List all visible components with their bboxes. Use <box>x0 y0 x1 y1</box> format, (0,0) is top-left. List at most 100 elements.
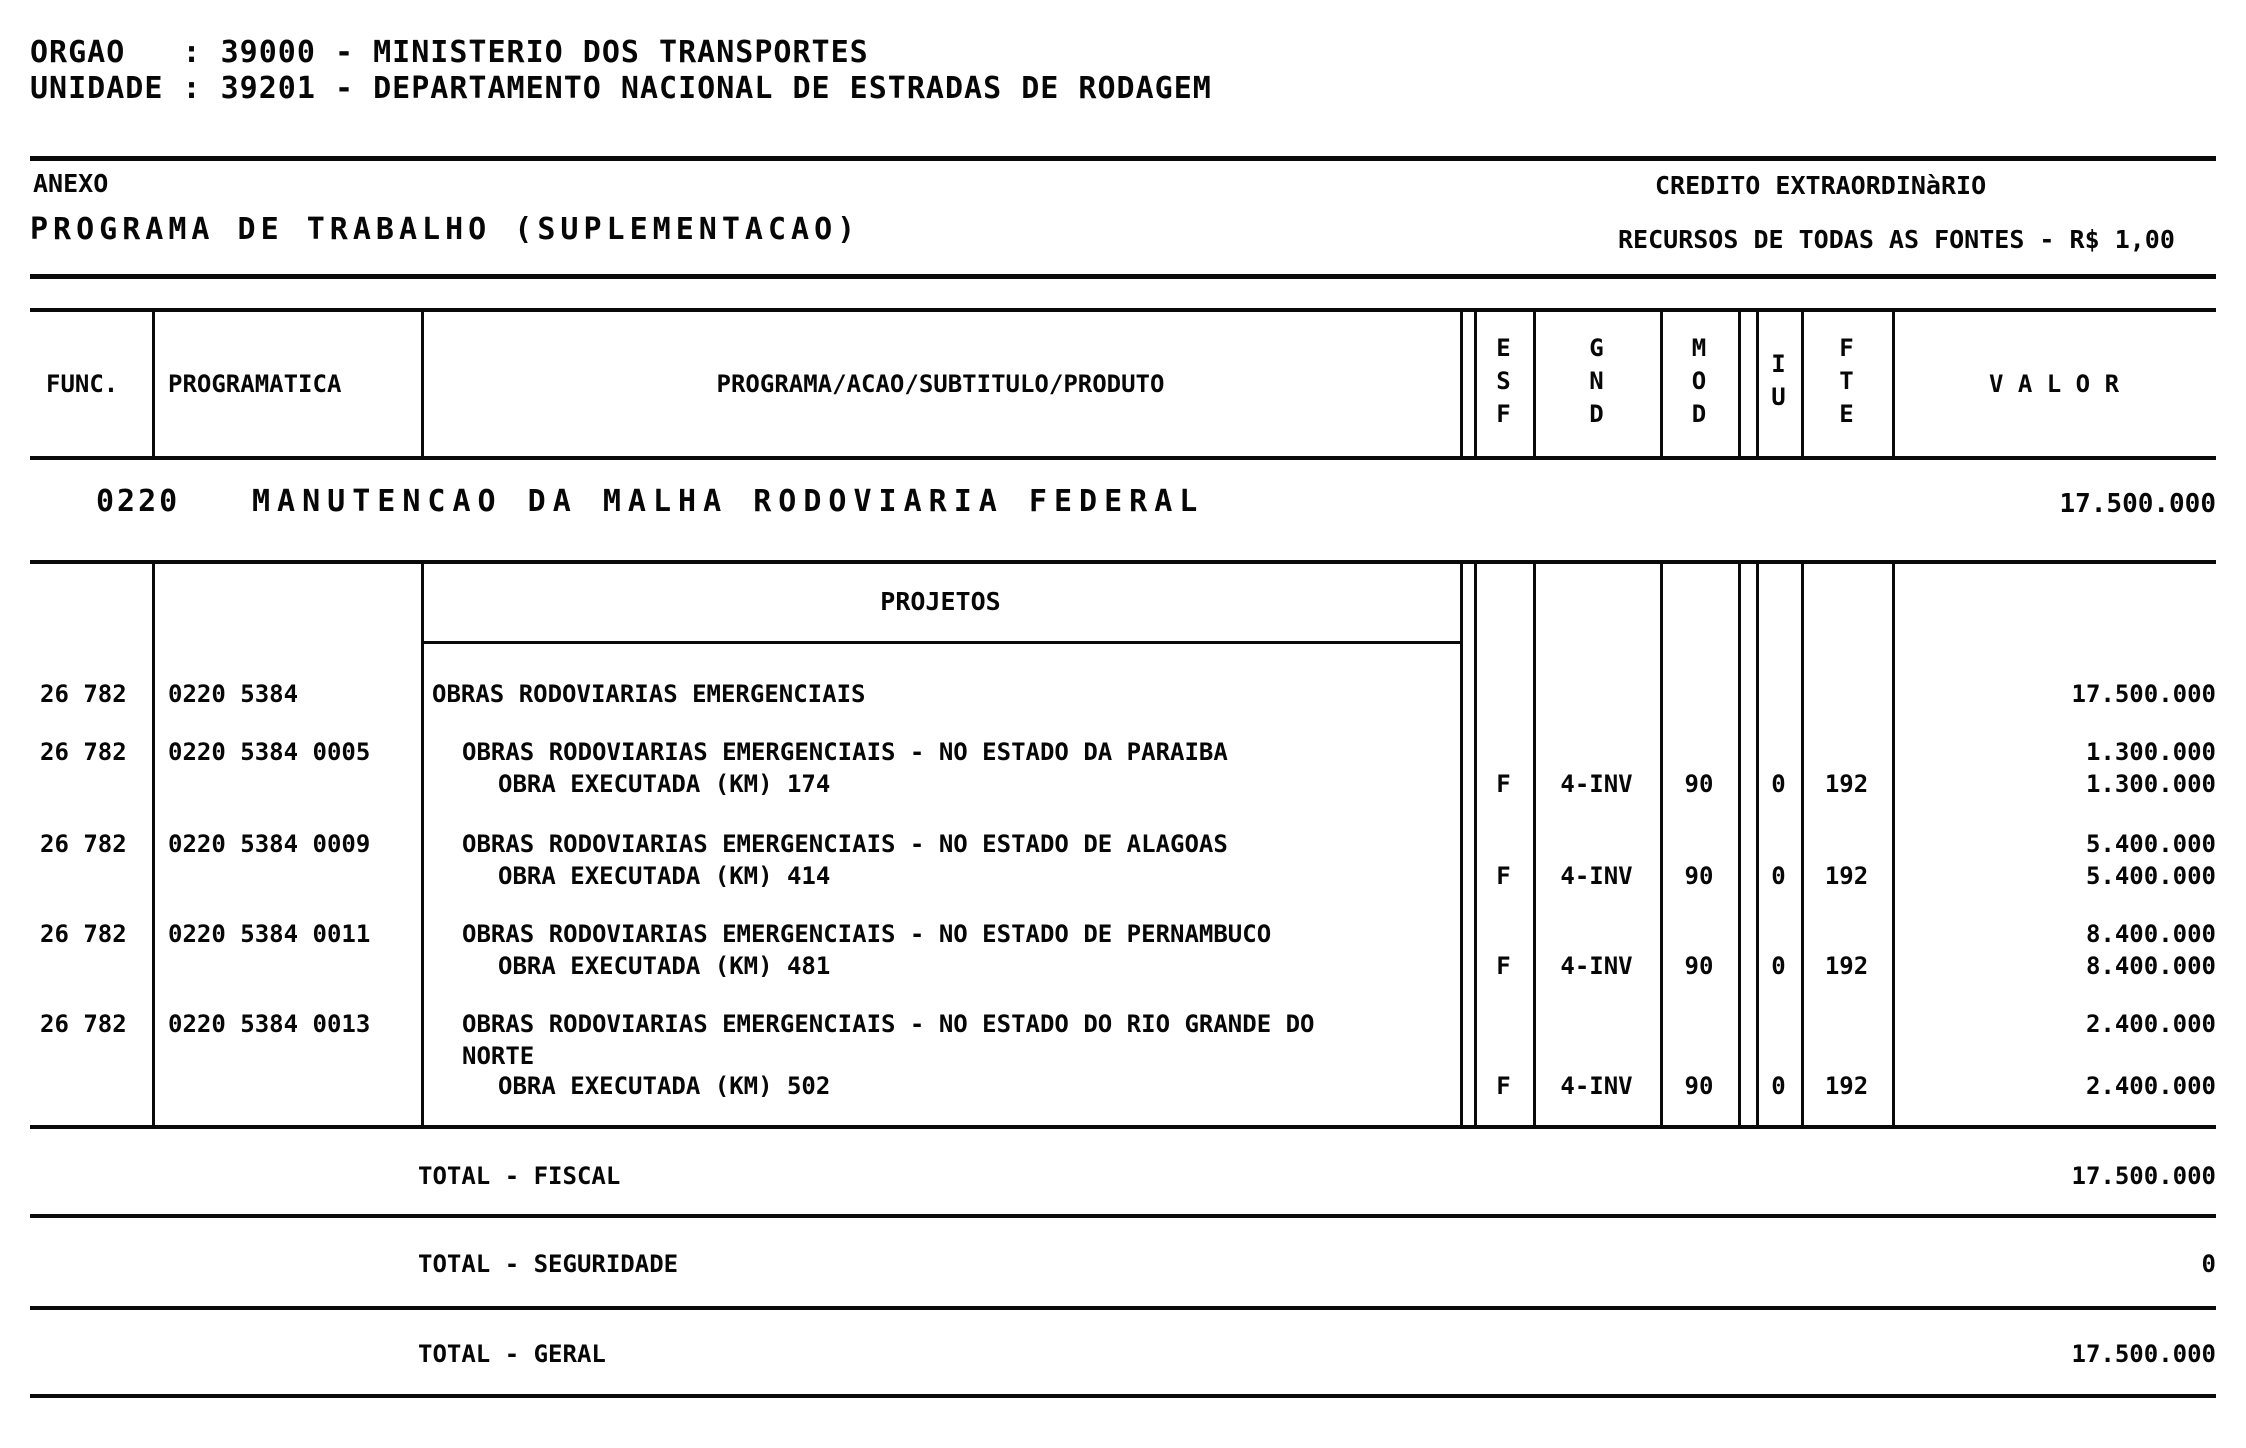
total-label: TOTAL - SEGURIDADE <box>418 1250 679 1278</box>
total-valor: 17.500.000 <box>2071 1162 2217 1190</box>
col-header-programatica: PROGRAMATICA <box>168 370 342 398</box>
row-programatica: 0220 5384 0013 <box>168 1010 371 1038</box>
group-code: 0220 <box>96 484 181 519</box>
row-valor-produto: 2.400.000 <box>2085 1072 2216 1100</box>
row-fte: 192 <box>1824 1072 1869 1100</box>
row-esf: F <box>1496 1072 1511 1100</box>
row-title: OBRAS RODOVIARIAS EMERGENCIAIS - NO ESTA… <box>462 920 1272 948</box>
row-programatica: 0220 5384 0009 <box>168 830 371 858</box>
row-esf: F <box>1496 952 1511 980</box>
row-programatica: 0220 5384 0005 <box>168 738 371 766</box>
total-label: TOTAL - FISCAL <box>418 1162 621 1190</box>
row-func: 26 782 <box>40 680 127 708</box>
body-divider <box>1892 564 1895 1125</box>
section-label: PROJETOS <box>880 587 1001 616</box>
body-divider <box>1801 564 1804 1125</box>
row-title: OBRAS RODOVIARIAS EMERGENCIAIS - NO ESTA… <box>462 738 1228 766</box>
row-programatica: 0220 5384 0011 <box>168 920 371 948</box>
header-divider <box>1474 310 1477 456</box>
row-programatica: 0220 5384 <box>168 680 299 708</box>
header-divider <box>421 310 424 456</box>
row-title: OBRAS RODOVIARIAS EMERGENCIAIS - NO ESTA… <box>462 830 1228 858</box>
row-gnd: 4-INV <box>1560 952 1633 980</box>
body-divider <box>1756 564 1759 1125</box>
row-valor-titulo: 5.400.000 <box>2085 830 2216 858</box>
total-rule <box>30 1394 2216 1398</box>
col-header-fte: F T E <box>1839 334 1854 428</box>
total-label: TOTAL - GERAL <box>418 1340 606 1368</box>
row-esf: F <box>1496 862 1511 890</box>
header-divider <box>152 310 155 456</box>
group-bottom-rule <box>30 560 2216 564</box>
orgao-line: ORGAO : 39000 - MINISTERIO DOS TRANSPORT… <box>30 35 869 70</box>
col-header-func: FUNC. <box>46 370 119 398</box>
row-mod: 90 <box>1684 952 1714 980</box>
row-valor: 17.500.000 <box>2071 680 2217 708</box>
total-rule <box>30 1214 2216 1218</box>
body-divider <box>152 564 155 1125</box>
section-underline <box>421 641 1460 644</box>
anexo-label: ANEXO <box>33 169 109 198</box>
header-divider <box>1660 310 1663 456</box>
recursos-label: RECURSOS DE TODAS AS FONTES - R$ 1,00 <box>1618 225 2175 254</box>
row-mod: 90 <box>1684 770 1714 798</box>
body-divider <box>1474 564 1477 1125</box>
row-gnd: 4-INV <box>1560 862 1633 890</box>
header-divider <box>1892 310 1895 456</box>
row-func: 26 782 <box>40 738 127 766</box>
row-valor-titulo: 2.400.000 <box>2085 1010 2216 1038</box>
row-produto: OBRA EXECUTADA (KM) 414 <box>498 862 831 890</box>
header-divider <box>1460 310 1463 456</box>
row-mod: 90 <box>1684 862 1714 890</box>
header-divider <box>1801 310 1804 456</box>
credito-label: CREDITO EXTRAORDINàRIO <box>1655 171 1987 200</box>
group-valor: 17.500.000 <box>2059 489 2216 519</box>
row-produto: OBRA EXECUTADA (KM) 502 <box>498 1072 831 1100</box>
col-header-iu: I U <box>1771 350 1786 411</box>
horizontal-rule-1 <box>30 156 2216 161</box>
row-title: OBRAS RODOVIARIAS EMERGENCIAIS - NO ESTA… <box>462 1010 1315 1070</box>
header-divider <box>1533 310 1536 456</box>
row-iu: 0 <box>1771 1072 1786 1100</box>
table-header-bottom-rule <box>30 456 2216 460</box>
row-title: OBRAS RODOVIARIAS EMERGENCIAIS <box>432 680 866 708</box>
row-valor-produto: 8.400.000 <box>2085 952 2216 980</box>
horizontal-rule-2 <box>30 274 2216 279</box>
row-fte: 192 <box>1824 952 1869 980</box>
row-valor-produto: 5.400.000 <box>2085 862 2216 890</box>
row-func: 26 782 <box>40 920 127 948</box>
total-valor: 0 <box>2201 1250 2216 1278</box>
row-iu: 0 <box>1771 770 1786 798</box>
body-divider <box>1738 564 1741 1125</box>
row-gnd: 4-INV <box>1560 1072 1633 1100</box>
row-func: 26 782 <box>40 1010 127 1038</box>
body-divider <box>1533 564 1536 1125</box>
row-gnd: 4-INV <box>1560 770 1633 798</box>
group-title: MANUTENCAO DA MALHA RODOVIARIA FEDERAL <box>252 484 1205 519</box>
col-header-esf: E S F <box>1496 334 1511 428</box>
row-valor-produto: 1.300.000 <box>2085 770 2216 798</box>
row-valor-titulo: 1.300.000 <box>2085 738 2216 766</box>
header-divider <box>1738 310 1741 456</box>
row-fte: 192 <box>1824 770 1869 798</box>
row-mod: 90 <box>1684 1072 1714 1100</box>
row-produto: OBRA EXECUTADA (KM) 174 <box>498 770 831 798</box>
body-divider <box>1660 564 1663 1125</box>
row-iu: 0 <box>1771 862 1786 890</box>
table-bottom-rule <box>30 1125 2216 1129</box>
row-iu: 0 <box>1771 952 1786 980</box>
col-header-mod: M O D <box>1691 334 1707 428</box>
row-func: 26 782 <box>40 830 127 858</box>
row-valor-titulo: 8.400.000 <box>2085 920 2216 948</box>
row-produto: OBRA EXECUTADA (KM) 481 <box>498 952 831 980</box>
total-valor: 17.500.000 <box>2071 1340 2217 1368</box>
body-divider <box>1460 564 1463 1125</box>
col-header-programa: PROGRAMA/ACAO/SUBTITULO/PRODUTO <box>716 370 1165 398</box>
row-fte: 192 <box>1824 862 1869 890</box>
body-divider <box>421 564 424 1125</box>
row-esf: F <box>1496 770 1511 798</box>
unidade-line: UNIDADE : 39201 - DEPARTAMENTO NACIONAL … <box>30 71 1212 106</box>
total-rule <box>30 1306 2216 1310</box>
header-divider <box>1756 310 1759 456</box>
